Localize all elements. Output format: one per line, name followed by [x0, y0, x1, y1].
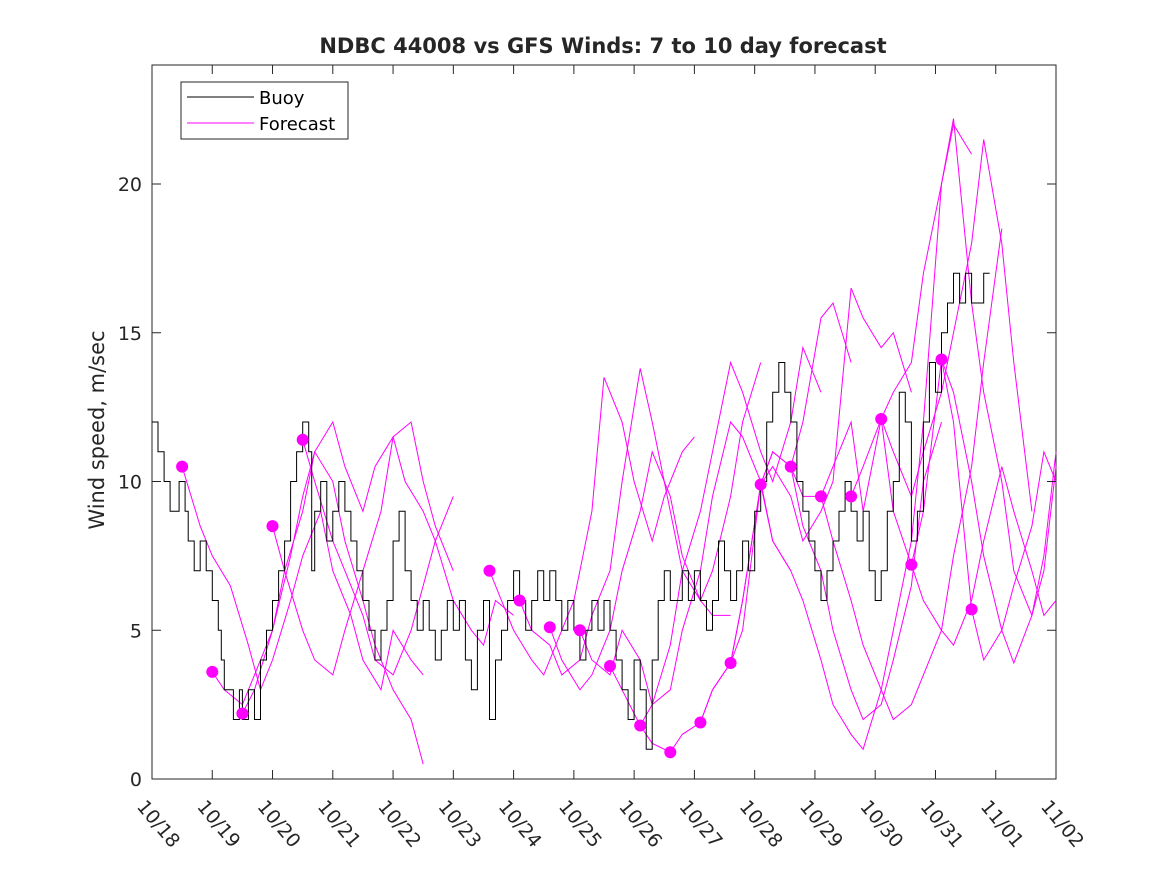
x-tick-label-6: 10/24	[494, 796, 546, 852]
x-tick-label-15: 11/02	[1036, 796, 1088, 852]
legend-box	[180, 81, 349, 140]
legend-forecast-label: Forecast	[259, 114, 335, 135]
forecast-point-8	[543, 621, 556, 634]
x-tick-label-9: 10/27	[675, 796, 727, 852]
x-tick-label-11: 10/29	[795, 796, 847, 852]
x-tick-label-0: 10/18	[132, 796, 184, 852]
y-axis-ticks: 0 5 10 15 20	[118, 174, 1056, 791]
forecast-point-3	[236, 707, 249, 720]
forecast-run-line-8	[549, 362, 762, 691]
forecast-point-13	[694, 716, 707, 729]
forecast-run-lines	[181, 118, 1057, 765]
forecast-point-14	[724, 657, 737, 669]
x-tick-label-3: 10/21	[313, 796, 365, 852]
forecast-point-18	[845, 490, 858, 503]
forecast-run-line-5	[302, 439, 514, 676]
y-tick-label-2: 10	[118, 472, 142, 494]
x-tick-label-14: 11/01	[976, 796, 1028, 852]
forecast-point-10	[604, 660, 616, 672]
y-tick-label-1: 5	[130, 620, 142, 642]
forecast-run-line-19	[910, 359, 1057, 665]
x-tick-label-5: 10/23	[434, 796, 486, 852]
x-tick-label-1: 10/19	[192, 796, 244, 852]
forecast-run-line-17	[850, 118, 1057, 617]
forecast-point-11	[634, 719, 647, 732]
forecast-run-line-12	[699, 287, 912, 723]
forecast-run-line-13	[730, 421, 942, 721]
forecast-point-17	[815, 490, 827, 503]
forecast-run-line-20	[941, 359, 1057, 662]
legend: Buoy Forecast	[180, 81, 349, 140]
y-axis-label: Wind speed, m/sec	[85, 330, 109, 529]
forecast-point-6	[483, 564, 496, 577]
x-tick-label-13: 10/31	[916, 796, 968, 852]
forecast-run-line-9	[579, 420, 792, 706]
forecast-run-line-6	[489, 377, 695, 676]
forecast-point-22	[965, 603, 978, 616]
y-tick-label-4: 20	[118, 174, 142, 196]
legend-buoy-label: Buoy	[259, 88, 305, 109]
forecast-point-20	[905, 558, 918, 571]
y-tick-label-3: 15	[118, 323, 142, 345]
y-tick-label-0: 0	[130, 769, 142, 791]
forecast-point-5	[296, 433, 309, 446]
forecast-point-19	[875, 413, 888, 425]
chart-title: NDBC 44008 vs GFS Winds: 7 to 10 day for…	[319, 34, 886, 58]
forecast-point-9	[573, 624, 586, 637]
forecast-run-line-14	[760, 123, 973, 751]
forecast-run-line-3	[241, 420, 454, 714]
forecast-points	[176, 353, 978, 759]
forecast-point-21	[935, 353, 948, 366]
forecast-point-4	[266, 520, 279, 533]
x-tick-label-12: 10/30	[855, 796, 907, 852]
x-tick-label-2: 10/20	[253, 796, 305, 852]
forecast-point-16	[784, 460, 797, 473]
forecast-point-15	[754, 478, 767, 491]
forecast-point-1	[176, 460, 189, 473]
forecast-run-line-15	[790, 228, 1003, 721]
forecast-point-7	[513, 594, 526, 607]
forecast-point-2	[206, 665, 219, 678]
forecast-point-12	[664, 746, 677, 759]
forecast-run-line-10	[609, 345, 822, 727]
x-tick-label-4: 10/22	[373, 796, 425, 852]
plot-area	[151, 64, 1057, 780]
x-tick-label-7: 10/25	[554, 796, 606, 852]
x-tick-label-10: 10/28	[735, 796, 787, 852]
x-tick-label-8: 10/26	[614, 796, 666, 852]
